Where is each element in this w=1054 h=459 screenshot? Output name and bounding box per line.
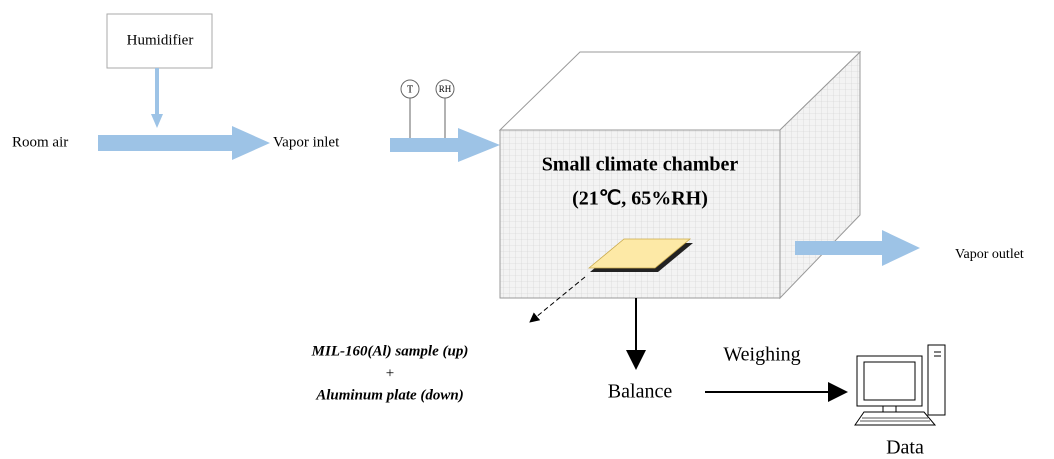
sensor xyxy=(400,79,420,99)
outlet-arrow xyxy=(795,230,920,266)
vapor-inlet-label: Vapor inlet xyxy=(273,134,340,150)
chamber-conditions: (21℃, 65%RH) xyxy=(572,188,708,210)
humidifier-box xyxy=(106,13,213,69)
vapor-outlet-label: Vapor outlet xyxy=(955,247,1024,262)
chamber-title: Small climate chamber xyxy=(542,154,739,176)
room-air-label: Room air xyxy=(12,134,68,150)
weighing-label: Weighing xyxy=(723,344,800,366)
room-air-arrow xyxy=(98,126,270,160)
inlet-arrow xyxy=(390,128,500,162)
sensor-label: RH xyxy=(439,84,452,94)
balance-label: Balance xyxy=(608,381,673,403)
sample-label: MIL-160(Al) sample (up) xyxy=(311,343,469,359)
sample-label: + xyxy=(386,365,394,381)
sensor-label: T xyxy=(407,84,413,95)
humidifier-label: Humidifier xyxy=(127,32,194,48)
sample-label: Aluminum plate (down) xyxy=(315,387,464,403)
sample-pointer xyxy=(529,276,586,323)
sample xyxy=(587,238,692,269)
computer-icon xyxy=(854,344,946,426)
sensor xyxy=(435,79,455,99)
data-label: Data xyxy=(886,437,924,459)
humidifier-arrow xyxy=(151,68,163,128)
